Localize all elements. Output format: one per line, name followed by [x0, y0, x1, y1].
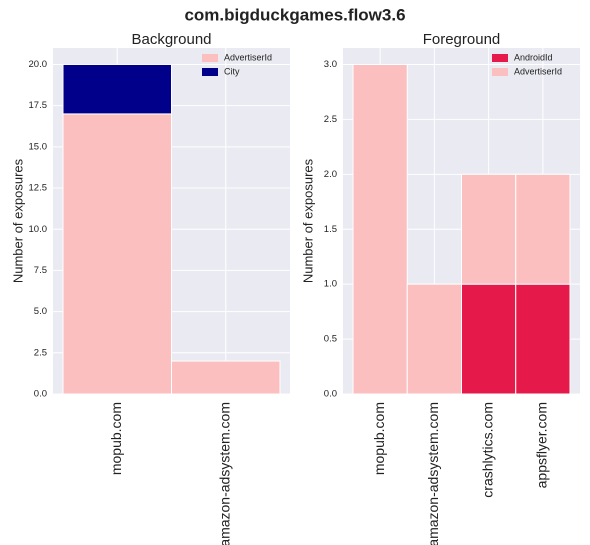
legend-swatch: [492, 54, 508, 62]
legend: AdvertiserId City: [202, 52, 272, 76]
figure-title: com.bigduckgames.flow3.6: [184, 5, 405, 24]
x-tick-label: mopub.com: [108, 402, 124, 475]
legend: AndroidId AdvertiserId: [492, 52, 562, 76]
legend-swatch: [202, 54, 218, 62]
y-tick-label: 2.0: [324, 169, 337, 180]
legend-label: AdvertiserId: [514, 66, 562, 76]
y-tick-label: 20.0: [29, 59, 48, 70]
y-tick-label: 1.0: [324, 279, 337, 290]
bar-segment: [352, 63, 408, 395]
legend-label: AdvertiserId: [224, 52, 272, 62]
y-tick-label: 17.5: [29, 100, 48, 111]
y-tick-label: 0.0: [324, 389, 337, 400]
y-tick-label: 1.5: [324, 224, 337, 235]
legend-swatch: [492, 68, 508, 76]
y-tick-label: 7.5: [34, 265, 47, 276]
x-tick-label: crashlytics.com: [479, 402, 495, 498]
bar-segment: [171, 360, 281, 395]
y-tick-label: 15.0: [29, 141, 48, 152]
x-tick-label: amazon-adsystem.com: [425, 402, 441, 545]
x-tick-label: appsflyer.com: [534, 402, 550, 488]
y-axis-label: Number of exposures: [300, 158, 315, 283]
x-tick-label: amazon-adsystem.com: [216, 402, 232, 545]
y-tick-label: 10.0: [29, 224, 48, 235]
bar-segment: [461, 173, 517, 285]
bar-segment: [461, 283, 517, 395]
x-tick-label: mopub.com: [371, 402, 387, 475]
axes-title: Background: [131, 31, 211, 48]
legend-swatch: [202, 68, 218, 76]
axes-title: Foreground: [423, 31, 501, 48]
y-axis-label: Number of exposures: [10, 158, 25, 283]
bar-segment: [515, 283, 571, 395]
y-tick-label: 0.0: [34, 389, 47, 400]
bar-segment: [62, 63, 172, 115]
y-tick-label: 5.0: [34, 306, 47, 317]
bar-segment: [406, 283, 462, 395]
legend-label: City: [224, 66, 240, 76]
legend-label: AndroidId: [514, 52, 553, 62]
y-tick-label: 0.5: [324, 334, 337, 345]
y-tick-label: 12.5: [29, 183, 48, 194]
y-tick-label: 2.5: [324, 114, 337, 125]
y-tick-label: 3.0: [324, 59, 337, 70]
y-tick-label: 2.5: [34, 347, 47, 358]
bar-segment: [62, 113, 172, 395]
bar-segment: [515, 173, 571, 285]
